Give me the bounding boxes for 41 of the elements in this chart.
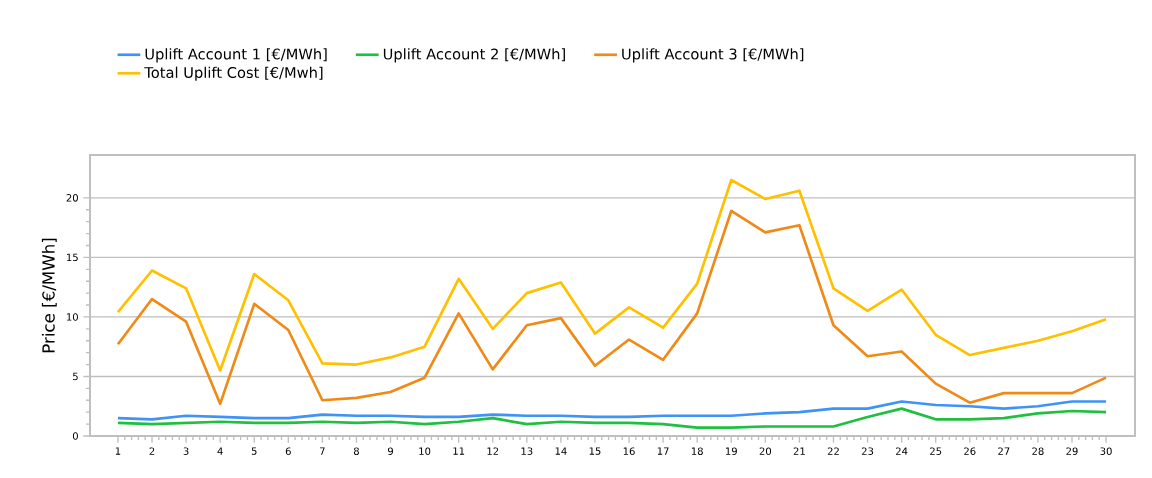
x-tick-label: 2 xyxy=(149,447,155,455)
x-tick-label: 29 xyxy=(1066,447,1078,455)
legend-label: Total Uplift Cost [€/Mwh] xyxy=(144,66,323,81)
y-axis-title: Price [€/MWh] xyxy=(41,238,57,353)
x-tick-label: 27 xyxy=(998,447,1010,455)
y-tick-label: 10 xyxy=(67,313,78,321)
x-tick-label: 20 xyxy=(759,447,772,455)
x-tick-label: 14 xyxy=(555,447,567,455)
x-tick-label: 10 xyxy=(419,447,431,455)
x-tick-label: 4 xyxy=(217,447,223,455)
legend-label: Uplift Account 3 [€/MWh] xyxy=(622,48,804,63)
x-tick-label: 18 xyxy=(691,447,703,455)
x-tick-label: 8 xyxy=(353,447,359,455)
x-tick-label: 24 xyxy=(895,447,908,455)
x-tick-label: 12 xyxy=(487,447,499,455)
x-tick-label: 17 xyxy=(657,447,669,455)
x-tick-label: 3 xyxy=(183,447,189,455)
x-tick-label: 16 xyxy=(623,447,635,455)
y-tick-label: 20 xyxy=(66,194,78,202)
x-tick-label: 15 xyxy=(589,447,601,455)
x-tick-label: 21 xyxy=(793,447,805,455)
x-tick-label: 23 xyxy=(861,447,874,455)
x-tick-label: 1 xyxy=(115,447,121,455)
x-tick-label: 19 xyxy=(726,447,737,455)
line-series xyxy=(116,178,1108,372)
x-tick-label: 6 xyxy=(285,447,291,455)
x-tick-label: 25 xyxy=(930,447,942,455)
x-tick-label: 9 xyxy=(387,447,394,455)
y-tick-label: 15 xyxy=(67,253,78,262)
x-tick-label: 22 xyxy=(827,447,839,455)
x-tick-label: 7 xyxy=(320,447,325,455)
x-tick-label: 26 xyxy=(964,447,976,455)
legend-label: Uplift Account 1 [€/MWh] xyxy=(145,48,327,63)
legend-label: Uplift Account 2 [€/MWh] xyxy=(383,48,565,63)
x-tick-label: 30 xyxy=(1100,447,1112,455)
y-tick-label: 0 xyxy=(72,432,78,440)
x-tick-label: 11 xyxy=(453,447,465,455)
x-tick-label: 28 xyxy=(1032,447,1044,455)
y-tick-label: 5 xyxy=(73,372,78,381)
x-tick-label: 13 xyxy=(521,447,533,455)
x-tick-label: 5 xyxy=(251,447,257,455)
